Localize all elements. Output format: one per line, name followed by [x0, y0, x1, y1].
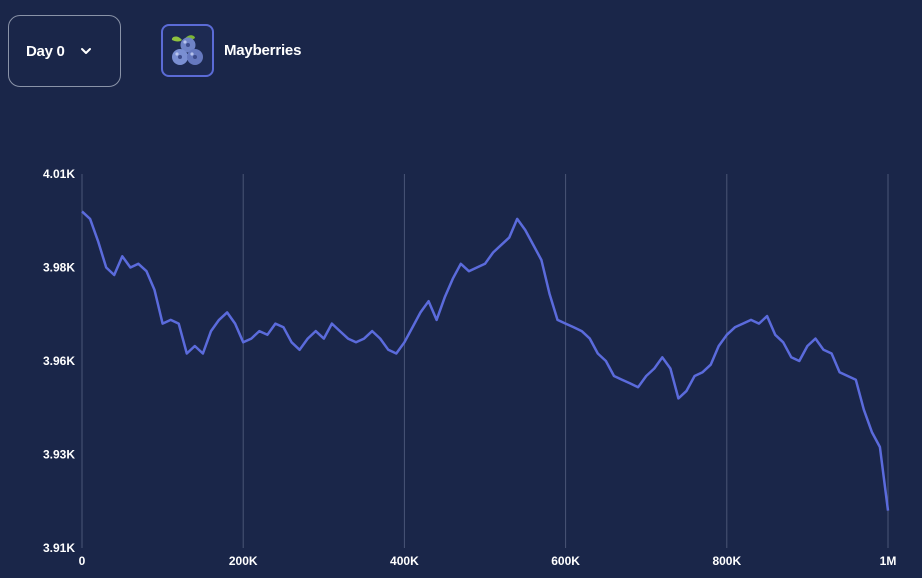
blueberry-cluster-icon — [161, 24, 214, 77]
x-tick-label: 0 — [79, 554, 86, 568]
y-tick-label: 4.01K — [43, 167, 75, 181]
y-tick-label: 3.93K — [43, 448, 75, 462]
day-dropdown[interactable]: Day 0 — [8, 15, 121, 87]
series-line — [81, 210, 890, 511]
y-tick-label: 3.91K — [43, 541, 75, 555]
product-selector[interactable]: Mayberries — [161, 24, 301, 77]
x-tick-label: 1M — [880, 554, 897, 568]
x-tick-label: 400K — [390, 554, 419, 568]
y-tick-label: 3.96K — [43, 354, 75, 368]
x-tick-label: 600K — [551, 554, 580, 568]
day-label: Day 0 — [26, 42, 65, 60]
product-name: Mayberries — [224, 42, 302, 59]
x-tick-label: 200K — [229, 554, 258, 568]
chevron-down-icon — [80, 48, 91, 54]
x-tick-label: 800K — [712, 554, 741, 568]
y-tick-label: 3.98K — [43, 261, 75, 275]
